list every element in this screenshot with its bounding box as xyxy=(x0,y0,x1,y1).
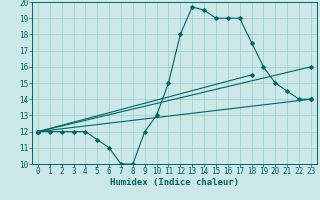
X-axis label: Humidex (Indice chaleur): Humidex (Indice chaleur) xyxy=(110,178,239,187)
